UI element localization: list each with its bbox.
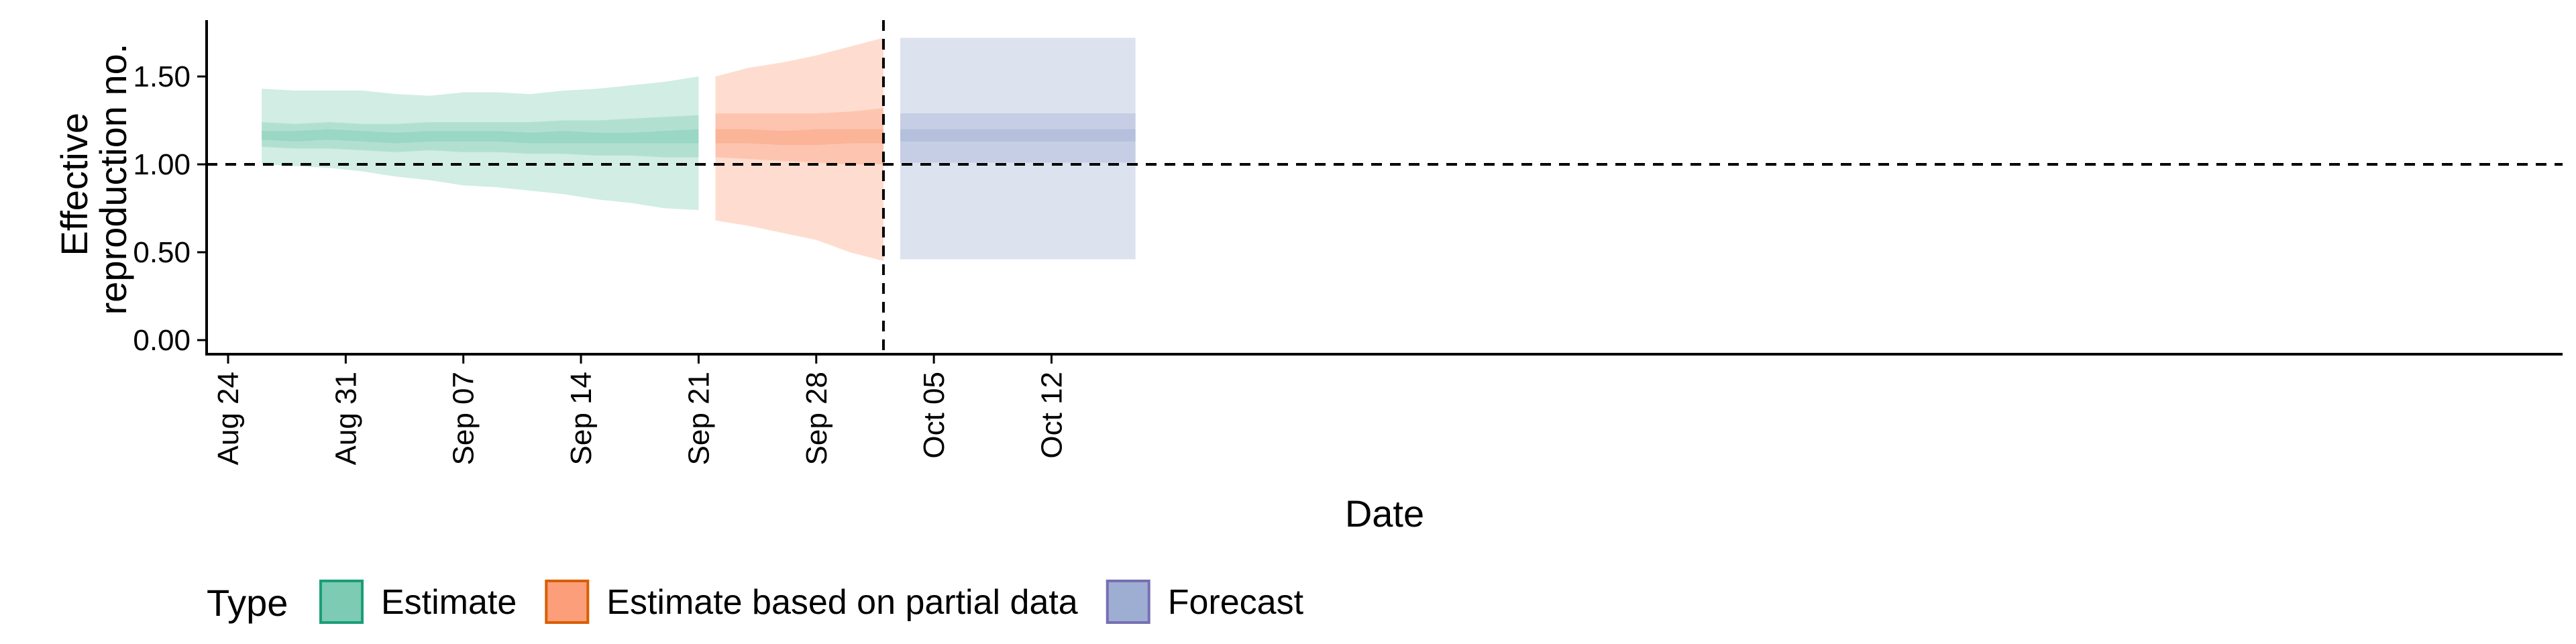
legend-swatch-estimate-based-on-partial-data: [545, 580, 590, 624]
reference-lines: [207, 20, 2563, 354]
estimate-based-on-partial-data-band-20: [715, 129, 883, 146]
credible-interval-bands: [262, 38, 1136, 262]
legend-label-forecast: Forecast: [1168, 583, 1304, 622]
x-tick-label: Sep 14: [565, 372, 598, 465]
estimate-band-50: [262, 115, 699, 158]
x-tick-label: Sep 07: [447, 372, 480, 465]
forecast-band-90: [900, 38, 1136, 260]
x-tick-label: Aug 31: [329, 372, 362, 465]
y-axis-title-line-1: Effective: [53, 113, 95, 256]
x-axis-title: Date: [1345, 492, 1424, 535]
legend-label-estimate: Estimate: [381, 583, 517, 622]
legend-title: Type: [207, 582, 288, 624]
estimate-band-20: [262, 129, 699, 144]
y-tick-label: 1.00: [133, 148, 191, 181]
forecast-band-50: [900, 113, 1136, 163]
y-axis-title: Effective reproduction no.: [53, 44, 134, 315]
y-axis-title-line-2: reproduction no.: [92, 44, 134, 315]
estimate-band-90: [262, 76, 699, 211]
x-tick-label: Aug 24: [212, 372, 245, 465]
forecast-band-20: [900, 129, 1136, 142]
legend: Type Estimate Estimate based on partial da…: [207, 580, 1304, 624]
estimate-based-on-partial-data-band-50: [715, 108, 883, 164]
legend-label-estimate-based-on-partial-data: Estimate based on partial data: [606, 583, 1078, 622]
y-tick-label: 0.00: [133, 324, 191, 357]
x-tick-label: Sep 21: [682, 372, 715, 465]
x-tick-label: Sep 28: [800, 372, 833, 465]
x-tick-label: Oct 05: [918, 372, 951, 459]
y-tick-label: 0.50: [133, 236, 191, 269]
estimate-based-on-partial-data-band-90: [715, 38, 883, 262]
y-tick-label: 1.50: [133, 60, 191, 93]
legend-swatch-forecast: [1106, 580, 1150, 624]
legend-swatch-estimate: [319, 580, 364, 624]
x-tick-label: Oct 12: [1035, 372, 1068, 459]
chart-axes: 0.00 0.50 1.00 1.50 Aug 24 Aug 31 Sep 07 Sep 14…: [133, 20, 2563, 465]
